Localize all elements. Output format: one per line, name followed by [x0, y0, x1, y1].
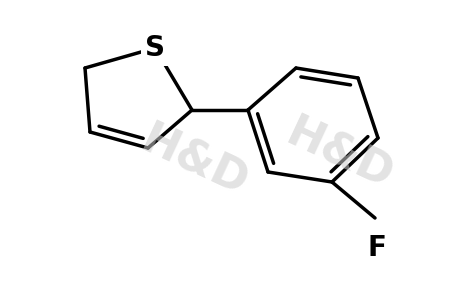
- Text: H&D: H&D: [279, 112, 399, 198]
- Text: S: S: [145, 34, 165, 62]
- Text: F: F: [367, 234, 385, 262]
- Text: H&D: H&D: [134, 118, 255, 206]
